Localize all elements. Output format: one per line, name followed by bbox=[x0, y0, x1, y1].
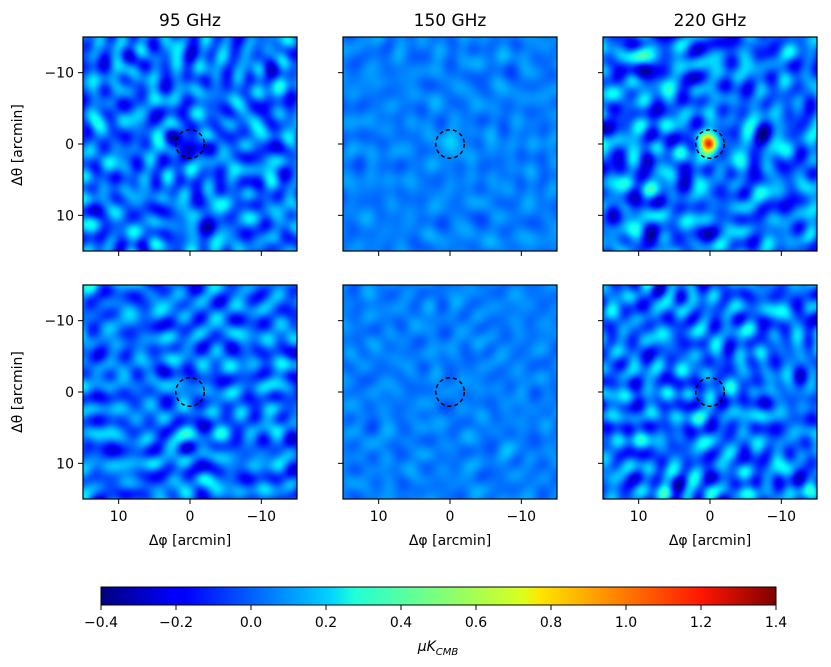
source-marker-r0c1 bbox=[434, 128, 466, 160]
x-tick-label-r1c0-1: 0 bbox=[186, 509, 195, 525]
colorbar-label-main: μK bbox=[417, 639, 438, 655]
x-tick-label-r1c2-0: 10 bbox=[630, 509, 648, 525]
heatmap-r1c2 bbox=[603, 285, 817, 499]
column-title-95: 95 GHz bbox=[159, 11, 221, 31]
colorbar-tick-label-9: 1.4 bbox=[765, 615, 787, 631]
x-tick-label-r1c0-2: −10 bbox=[247, 509, 277, 525]
colorbar-tick-label-2: 0.0 bbox=[240, 615, 262, 631]
heatmap-r0c1 bbox=[343, 37, 557, 251]
source-marker-r1c1 bbox=[434, 376, 466, 408]
colorbar-tick-label-5: 0.6 bbox=[465, 615, 487, 631]
colorbar-tick-label-6: 0.8 bbox=[540, 615, 562, 631]
colorbar-tick-label-4: 0.4 bbox=[390, 615, 412, 631]
panels: −10 0 10 10 0 −10 −10 0 10 10 0 −10 10 0 −10 bbox=[44, 36, 818, 525]
y-tick-label-r0c0-1: 0 bbox=[65, 137, 74, 153]
source-marker-r0c0 bbox=[174, 128, 206, 160]
y-tick-label-r1c0-1: 0 bbox=[65, 385, 74, 401]
y-tick-label-r1c0-2: 10 bbox=[56, 456, 74, 472]
colorbar-tick-label-3: 0.2 bbox=[315, 615, 337, 631]
colorbar-label: μKCMB bbox=[417, 639, 459, 658]
y-axis-label-bottom: Δθ [arcmin] bbox=[10, 351, 26, 433]
colorbar-tick-label-7: 1.0 bbox=[615, 615, 637, 631]
x-tick-label-r1c0-0: 10 bbox=[110, 509, 128, 525]
y-tick-label-r1c0-0: −10 bbox=[44, 314, 74, 330]
colorbar-tick-label-8: 1.2 bbox=[690, 615, 712, 631]
colorbar-tick-label-0: −0.4 bbox=[84, 615, 118, 631]
x-axis-label-150: Δφ [arcmin] bbox=[409, 533, 491, 549]
column-title-220: 220 GHz bbox=[674, 11, 747, 31]
source-marker-r0c2 bbox=[694, 128, 726, 160]
x-tick-label-r1c1-1: 0 bbox=[446, 509, 455, 525]
x-axis-label-220: Δφ [arcmin] bbox=[669, 533, 751, 549]
column-title-150: 150 GHz bbox=[414, 11, 487, 31]
y-tick-label-r0c0-2: 10 bbox=[56, 208, 74, 224]
x-tick-label-r1c1-0: 10 bbox=[370, 509, 388, 525]
heatmap-r0c0 bbox=[83, 37, 297, 251]
x-tick-label-r1c2-1: 0 bbox=[706, 509, 715, 525]
colorbar: −0.4 −0.2 0.0 0.2 0.4 0.6 0.8 1.0 1.2 1.4 μKCMB bbox=[84, 586, 787, 658]
heatmap-r1c0 bbox=[83, 285, 297, 499]
heatmap-r1c1 bbox=[343, 285, 557, 499]
source-marker-r1c2 bbox=[694, 376, 726, 408]
colorbar-ticks: −0.4 −0.2 0.0 0.2 0.4 0.6 0.8 1.0 1.2 1.4 bbox=[84, 605, 787, 631]
colorbar-tick-label-1: −0.2 bbox=[159, 615, 193, 631]
x-tick-label-r1c1-2: −10 bbox=[507, 509, 537, 525]
heatmap-r0c2 bbox=[603, 37, 817, 251]
x-axis-label-95: Δφ [arcmin] bbox=[149, 533, 231, 549]
x-tick-label-r1c2-2: −10 bbox=[767, 509, 797, 525]
y-axis-label-top: Δθ [arcmin] bbox=[10, 104, 26, 186]
source-marker-r1c0 bbox=[174, 376, 206, 408]
colorbar-label-sub: CMB bbox=[436, 647, 459, 658]
colorbar-gradient bbox=[100, 586, 777, 606]
y-tick-label-r0c0-0: −10 bbox=[44, 66, 74, 82]
